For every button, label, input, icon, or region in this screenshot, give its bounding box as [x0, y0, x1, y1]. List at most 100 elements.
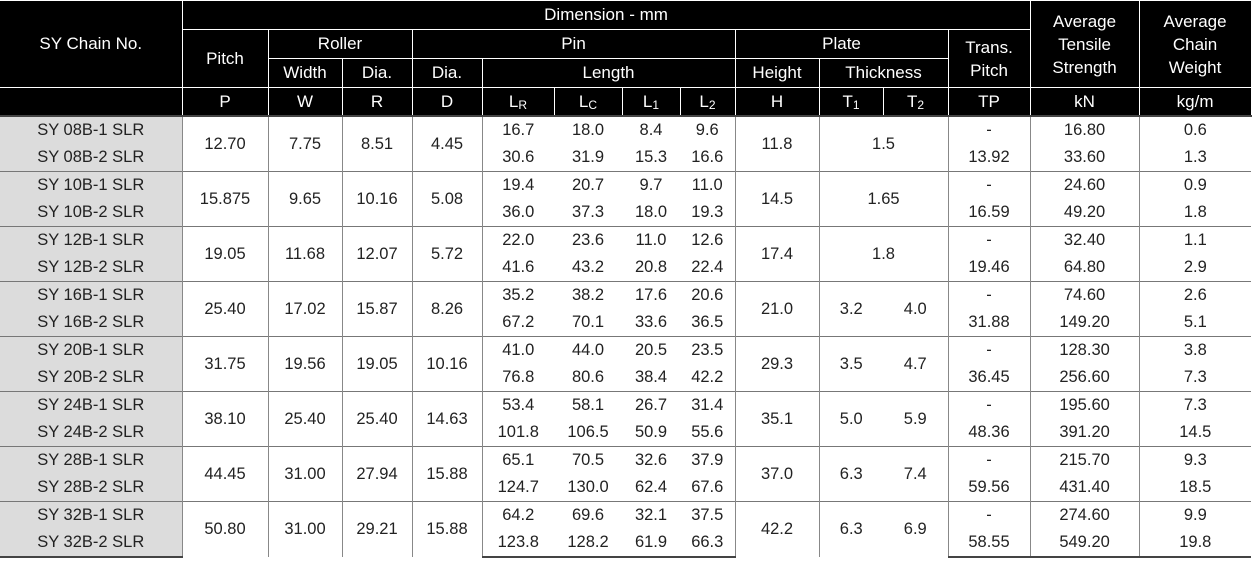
header-symbol-blank — [0, 87, 183, 117]
table-row: SY 24B-1 SLR 38.10 25.40 25.40 14.63 53.4 58.1… — [0, 391, 1252, 447]
pin-l2-cell: 12.6 — [680, 226, 736, 254]
table-row: SY 20B-1 SLR 31.75 19.56 19.05 10.16 41.0 44.0… — [0, 336, 1252, 392]
plate-height-cell: 14.5 — [735, 171, 820, 227]
tensile-cell: 274.60 — [1030, 501, 1140, 529]
pin-l2-cell: 9.6 — [680, 115, 736, 144]
pin-lr-cell: 123.8 — [482, 529, 554, 558]
weight-cell: 18.5 — [1179, 478, 1212, 496]
tensile-cell: 33.60 — [1030, 144, 1140, 172]
pin-lc-cell: 130.0 — [567, 478, 609, 496]
chain-no-cell: SY 08B-2 SLR — [0, 144, 183, 172]
roller-dia-cell: 8.51 — [342, 115, 413, 172]
pin-l1-cell: 17.6 — [622, 281, 680, 309]
pin-l2-cell: 16.6 — [680, 144, 736, 172]
chain-no-cell: SY 32B-2 SLR — [0, 529, 183, 558]
pin-lc-cell: 128.2 — [554, 529, 622, 558]
weight-cell: 9.9 — [1139, 501, 1252, 529]
pin-l1-cell: 62.4 — [634, 478, 668, 496]
header-dimension: Dimension - mm — [181, 0, 1031, 30]
tensile-cell: 32.40 — [1030, 226, 1140, 254]
trans-pitch-cell: 48.36 — [948, 419, 1031, 447]
weight-cell: 19.8 — [1139, 529, 1252, 558]
header-roller-dia: Dia. — [341, 58, 413, 88]
pitch-cell: 50.80 — [182, 501, 269, 557]
chain-no-cell: SY 08B-1 SLR — [0, 115, 183, 144]
pin-l1-cell: 50.9 — [634, 423, 668, 441]
header-pin-dia: Dia. — [411, 58, 483, 88]
pin-l1-cell: 26.7 — [622, 391, 680, 419]
pitch-cell: 38.10 — [182, 391, 269, 447]
table-row: SY 28B-1 SLR 44.45 31.00 27.94 15.88 65.1 70.5… — [0, 446, 1252, 502]
tensile-cell: 128.30 — [1030, 336, 1140, 364]
plate-t2-cell: 4.7 — [883, 336, 949, 392]
header-pitch: Pitch — [181, 29, 269, 88]
plate-height-cell: 17.4 — [735, 226, 820, 282]
chain-no-cell: SY 24B-2 SLR — [0, 419, 183, 447]
pin-lr-cell: 76.8 — [502, 368, 535, 386]
trans-pitch-cell: - — [948, 336, 1031, 364]
table-row: SY 20B-2 SLR 76.8 80.6 38.4 42.2 36.45 256.60 7… — [0, 364, 1251, 392]
tensile-cell: 431.40 — [1030, 474, 1140, 502]
tensile-cell: 64.80 — [1030, 254, 1140, 282]
header-plate: Plate — [734, 29, 949, 59]
pin-l2-cell: 20.6 — [680, 281, 736, 309]
pin-lc-cell: 70.5 — [554, 446, 622, 474]
roller-width-cell: 7.75 — [268, 115, 343, 172]
roller-width-cell: 9.65 — [268, 171, 343, 227]
plate-t1-cell: 5.0 — [819, 391, 883, 447]
chain-no-cell: SY 10B-1 SLR — [0, 171, 183, 199]
pin-dia-cell: 10.16 — [412, 336, 483, 392]
chain-no-cell: SY 24B-1 SLR — [0, 391, 183, 419]
table-row: SY 12B-2 SLR 41.6 43.2 20.8 22.4 19.46 64.80 2.… — [0, 254, 1251, 282]
pin-lc-cell: 70.1 — [571, 313, 605, 331]
trans-pitch-cell: - — [948, 281, 1031, 309]
table-row: SY 32B-2 SLR 123.8 128.2 61.9 66.3 58.55 549.2… — [0, 529, 1252, 558]
roller-dia-cell: 27.94 — [342, 446, 413, 502]
pin-l1-cell: 9.7 — [622, 171, 680, 199]
pin-l1-cell: 11.0 — [622, 226, 680, 254]
weight-cell: 5.1 — [1183, 313, 1207, 331]
table-row: SY 08B-2 SLR 30.6 31.9 15.3 16.6 13.92 33.60 1.… — [0, 144, 1251, 172]
pin-lr-cell: 22.0 — [482, 226, 554, 254]
plate-t1-cell: 6.3 — [819, 446, 883, 502]
plate-height-cell: 11.8 — [735, 115, 820, 172]
weight-cell: 1.3 — [1183, 148, 1207, 166]
plate-t1-cell: 6.3 — [819, 501, 883, 557]
roller-width-cell: 31.00 — [268, 501, 343, 557]
symbol-t2: T2 — [882, 87, 949, 117]
pin-dia-cell: 4.45 — [412, 115, 483, 172]
symbol-l1: L1 — [621, 87, 681, 117]
symbol-t1: T1 — [818, 87, 884, 117]
chain-no-cell: SY 16B-2 SLR — [0, 309, 183, 337]
plate-thickness-cell: 1.5 — [819, 115, 949, 172]
pin-lr-cell: 101.8 — [497, 423, 539, 441]
trans-pitch-cell: - — [948, 501, 1031, 529]
trans-pitch-cell: 31.88 — [948, 309, 1031, 337]
table-row: SY 28B-2 SLR 124.7 130.0 62.4 67.6 59.56 431.4… — [0, 474, 1251, 502]
pin-lc-cell: 44.0 — [554, 336, 622, 364]
chain-no-cell: SY 16B-1 SLR — [0, 281, 183, 309]
weight-cell: 9.3 — [1139, 446, 1252, 474]
pin-dia-cell: 14.63 — [412, 391, 483, 447]
roller-dia-cell: 25.40 — [342, 391, 413, 447]
table-header: SY Chain No. Dimension - mm Average Tens… — [0, 0, 1252, 117]
pin-dia-cell: 15.88 — [412, 446, 483, 502]
pin-lr-cell: 65.1 — [482, 446, 554, 474]
trans-pitch-cell: 19.46 — [948, 254, 1031, 282]
roller-width-cell: 17.02 — [268, 281, 343, 337]
pin-lr-cell: 35.2 — [482, 281, 554, 309]
pitch-cell: 25.40 — [182, 281, 269, 337]
pin-l2-cell: 66.3 — [680, 529, 736, 558]
tensile-cell: 195.60 — [1030, 391, 1140, 419]
tensile-cell: 549.20 — [1030, 529, 1140, 558]
pitch-cell: 44.45 — [182, 446, 269, 502]
symbol-kn: kN — [1029, 87, 1140, 117]
pin-l1-cell: 38.4 — [634, 368, 668, 386]
tensile-cell: 256.60 — [1030, 364, 1140, 392]
table-body: SY 08B-1 SLR 12.70 7.75 8.51 4.45 16.7 18.0 8.4… — [0, 115, 1252, 558]
chain-no-cell: SY 20B-2 SLR — [0, 364, 183, 392]
pin-lc-cell: 20.7 — [554, 171, 622, 199]
trans-pitch-cell: - — [948, 171, 1031, 199]
symbol-l2: L2 — [679, 87, 736, 117]
chain-no-cell: SY 28B-2 SLR — [0, 474, 183, 502]
